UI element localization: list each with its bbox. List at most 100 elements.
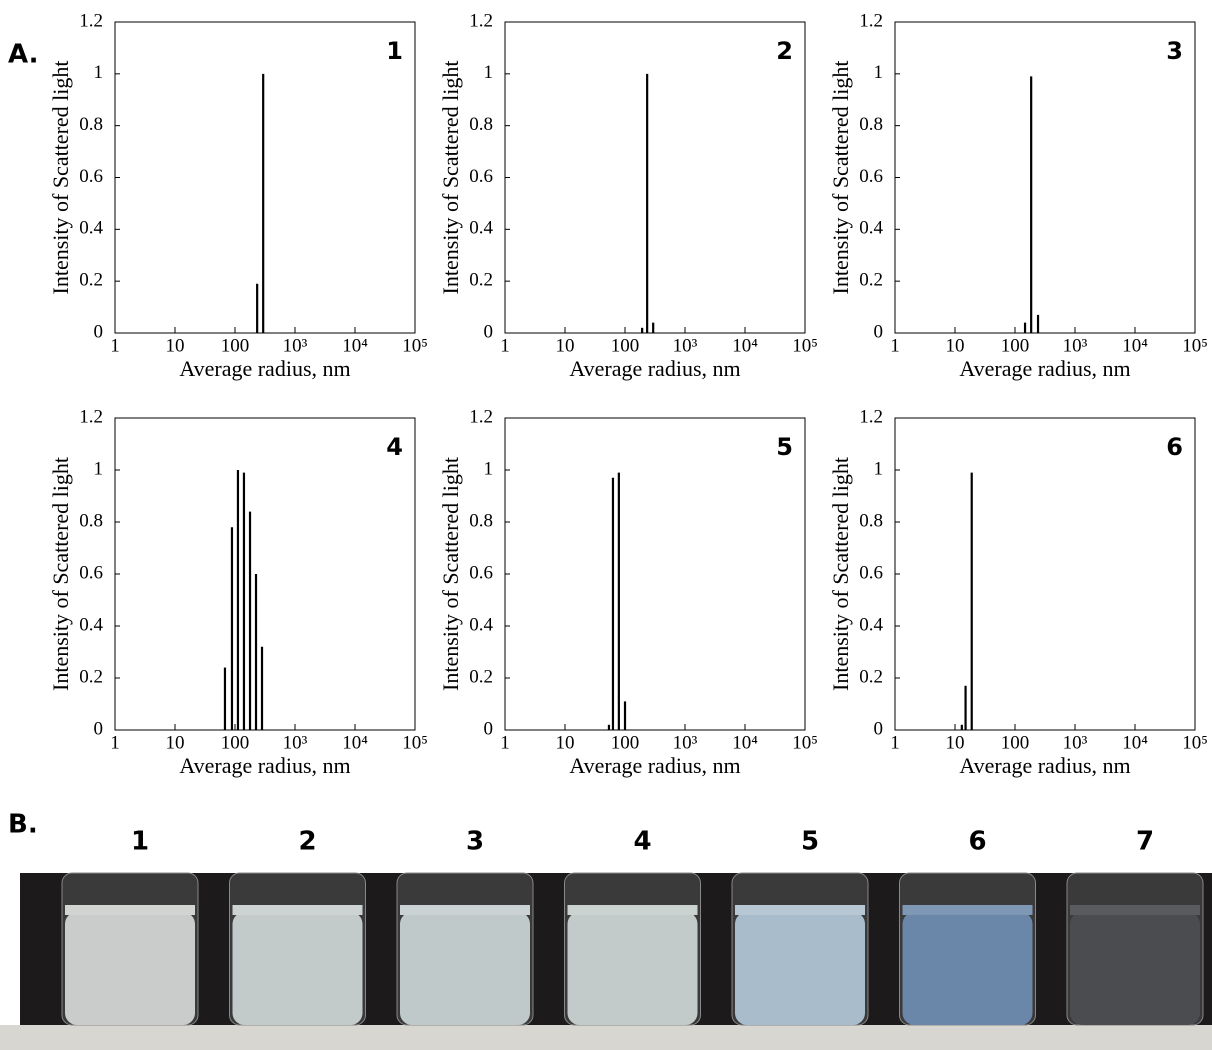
x-tick-label: 10⁴ [732,335,758,356]
plot-frame [114,417,416,731]
x-tick-label: 10⁴ [1122,732,1148,753]
x-axis-label: Average radius, nm [569,753,740,778]
x-tick-label: 1 [890,335,900,356]
x-tick-label: 10⁵ [792,732,818,753]
x-tick-label: 10³ [1063,335,1088,356]
y-tick-label: 1 [484,62,494,83]
vial-label: 3 [466,827,484,857]
x-tick-label: 10⁵ [792,335,818,356]
y-axis-label: Intensity of Scattered light [48,61,73,295]
chart-title: 6 [1166,433,1183,461]
y-tick-label: 0 [874,718,884,739]
x-tick-label: 1 [500,335,510,356]
x-tick-label: 10⁵ [1182,335,1208,356]
vial-liquid [232,912,363,1025]
y-tick-label: 0.6 [79,166,103,187]
x-tick-label: 100 [1001,732,1030,753]
y-tick-label: 0.2 [79,270,103,291]
x-axis-label: Average radius, nm [179,753,350,778]
y-tick-label: 0.2 [469,666,493,687]
y-tick-label: 0.6 [79,562,103,583]
y-tick-label: 1 [94,458,104,479]
x-tick-label: 1 [110,732,120,753]
y-tick-label: 0.2 [859,270,883,291]
y-tick-label: 0 [94,718,104,739]
plot-frame [894,417,1196,731]
vial-label: 7 [1136,827,1154,857]
x-tick-label: 10 [166,335,185,356]
y-tick-label: 0.4 [79,218,103,239]
chart-title: 1 [386,37,403,65]
x-tick-label: 10 [946,335,965,356]
vial-liquid [567,912,698,1025]
vial-meniscus [735,905,865,915]
x-tick-label: 1 [110,335,120,356]
y-tick-label: 1 [94,62,104,83]
x-tick-label: 100 [611,335,640,356]
x-tick-label: 10⁴ [342,335,368,356]
y-tick-label: 0 [484,321,494,342]
chart-title: 3 [1166,37,1183,65]
vial-liquid [735,912,865,1025]
y-tick-label: 0.6 [469,166,493,187]
vial-liquid [400,912,530,1025]
x-tick-label: 10 [166,732,185,753]
y-tick-label: 0.6 [469,562,493,583]
vial-meniscus [1070,905,1200,915]
chart-title: 4 [386,433,403,461]
x-tick-label: 1 [890,732,900,753]
x-tick-label: 10 [556,335,575,356]
x-tick-label: 10³ [283,335,308,356]
x-tick-label: 1 [500,732,510,753]
y-tick-label: 1.2 [79,406,103,427]
y-tick-label: 0.4 [469,218,493,239]
plot-frame [504,21,806,334]
x-tick-label: 100 [221,732,250,753]
y-axis-label: Intensity of Scattered light [828,61,853,295]
panel-label: B. [8,810,38,840]
panel-label: A. [8,40,38,70]
x-axis-label: Average radius, nm [569,356,740,381]
photo-bench [0,1025,1212,1050]
chart-title: 5 [776,433,793,461]
y-tick-label: 0.8 [859,510,883,531]
y-tick-label: 1.2 [859,10,883,31]
vial-liquid [65,912,195,1025]
y-tick-label: 0.4 [79,614,103,635]
x-tick-label: 100 [221,335,250,356]
y-tick-label: 0.4 [469,614,493,635]
y-tick-label: 1 [484,458,494,479]
y-tick-label: 0.2 [859,666,883,687]
vial-label: 6 [968,827,986,857]
x-tick-label: 10⁵ [402,335,428,356]
x-tick-label: 10³ [673,335,698,356]
chart-title: 2 [776,37,793,65]
y-axis-label: Intensity of Scattered light [438,61,463,295]
y-tick-label: 1.2 [469,406,493,427]
y-tick-label: 0.2 [469,270,493,291]
x-tick-label: 10⁴ [732,732,758,753]
x-tick-label: 100 [1001,335,1030,356]
plot-frame [504,417,806,731]
y-tick-label: 0.4 [859,218,883,239]
y-tick-label: 0.6 [859,166,883,187]
vial-liquid [902,912,1033,1025]
y-tick-label: 1.2 [469,10,493,31]
y-tick-label: 0.2 [79,666,103,687]
y-tick-label: 0.6 [859,562,883,583]
x-tick-label: 10⁵ [402,732,428,753]
x-tick-label: 10⁴ [1122,335,1148,356]
x-tick-label: 10³ [1063,732,1088,753]
y-tick-label: 0 [94,321,104,342]
vial-meniscus [902,905,1033,915]
plot-frame [114,21,416,334]
vial-label: 1 [131,827,149,857]
vial-meniscus [65,905,195,915]
x-tick-label: 10⁴ [342,732,368,753]
y-axis-label: Intensity of Scattered light [48,457,73,691]
x-axis-label: Average radius, nm [959,356,1130,381]
y-tick-label: 0.4 [859,614,883,635]
x-tick-label: 10³ [283,732,308,753]
